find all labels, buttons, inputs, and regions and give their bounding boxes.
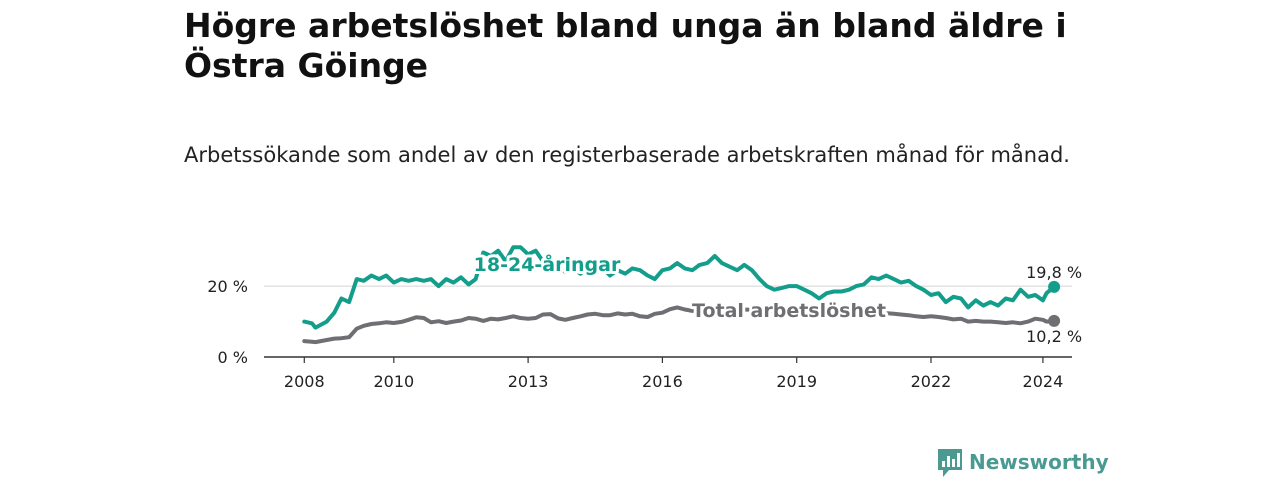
series-end-dot-1 <box>1048 314 1061 327</box>
x-tick-label: 2008 <box>284 372 325 391</box>
series-line-1 <box>302 305 1057 345</box>
axis-layer: 0 % 20 % 2008 2010 2013 2016 2019 2022 2024 <box>207 277 1072 391</box>
line-chart: 0 % 20 % 2008 2010 2013 2016 2019 2022 2024 19,8… <box>207 245 1082 391</box>
series-label-0: 18-24-åringar <box>474 252 621 276</box>
x-tick-label: 2024 <box>1023 372 1064 391</box>
x-tick-label: 2022 <box>911 372 952 391</box>
x-tick-label: 2013 <box>508 372 549 391</box>
label-layer: 19,8 % 10,2 % 18-24-åringar Total arbetslös… <box>471 249 1082 346</box>
x-tick-label: 2019 <box>776 372 817 391</box>
brand-logo[interactable]: Newsworthy <box>937 448 1109 480</box>
bar-chart-icon <box>938 449 962 477</box>
series-end-label-0: 19,8 % <box>1026 263 1082 282</box>
x-tick-label: 2016 <box>642 372 683 391</box>
series-line-0 <box>302 245 1057 330</box>
x-tick-label: 2010 <box>373 372 414 391</box>
chart-title: Högre arbetslöshet bland unga än bland ä… <box>184 6 1067 85</box>
brand-name: Newsworthy <box>969 450 1109 474</box>
y-tick-label: 0 % <box>218 348 248 367</box>
y-tick-label: 20 % <box>207 277 248 296</box>
series-end-label-1: 10,2 % <box>1026 327 1082 346</box>
series-end-dot-0 <box>1048 280 1061 293</box>
chart-subtitle: Arbetssökande som andel av den registerb… <box>184 143 1070 167</box>
series-layer <box>302 245 1061 345</box>
series-label-1: Total arbetslöshet <box>692 300 886 322</box>
